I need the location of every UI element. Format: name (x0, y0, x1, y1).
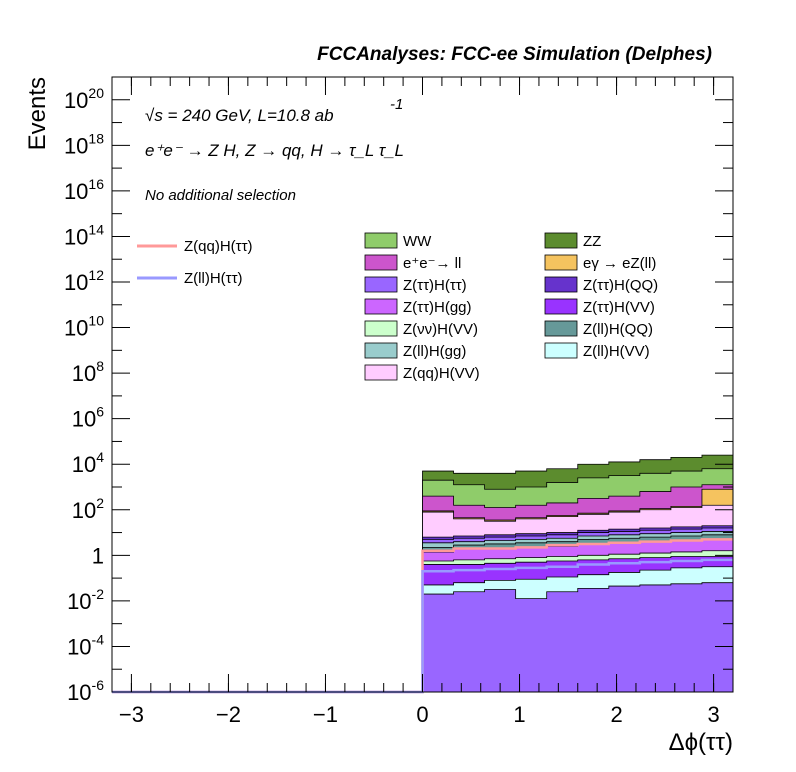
x-tick-label: 2 (610, 702, 622, 727)
y-tick-label: 10-4 (67, 631, 104, 659)
legend-swatch-ww (364, 232, 398, 249)
tick-layer: −3 −2 −1 0 1 2 3 10-6 10-4 10-2 1 102 104 106 108 1010 1… (64, 76, 734, 727)
y-tick-label: 10-2 (67, 586, 104, 614)
y-tick-label: 1012 (64, 267, 104, 295)
legend-label-z-ll-h-vv: Z(ll)H(VV) (583, 343, 650, 360)
selection-annotation: No additional selection (145, 187, 296, 204)
energy-annotation-exponent: -1 (390, 96, 403, 113)
y-tick-label: 1016 (64, 176, 104, 204)
legend-label-z-h: Z(ττ)H(ττ) (403, 277, 467, 294)
signal-line-z-ll-h (112, 558, 733, 694)
legend-swatch-e-e-ll (364, 254, 398, 271)
y-tick-label: 102 (72, 495, 104, 523)
legend-swatch-z-h-qq (544, 276, 578, 293)
chart-title: FCCAnalyses: FCC-ee Simulation (Delphes) (317, 44, 712, 65)
y-tick-label: 1 (92, 543, 104, 568)
process-annotation: e⁺e⁻ → Z H, Z → qq, H → τ_L τ_L (145, 141, 404, 160)
y-tick-label: 10-6 (67, 677, 104, 705)
y-tick-label: 108 (72, 358, 104, 386)
y-tick-label: 1014 (64, 221, 104, 249)
legend-label-zz: ZZ (583, 233, 601, 250)
legend-swatch-z-h-vv (364, 320, 398, 337)
stack-layer (422, 454, 734, 693)
x-tick-label: −2 (216, 702, 241, 727)
x-tick-label: 1 (513, 702, 525, 727)
signal-legend: Z(qq)H(ττ) Z(ll)H(ττ) (137, 238, 253, 287)
legend-swatch-z-h (364, 276, 398, 293)
legend-label-z-qq-h-vv: Z(qq)H(VV) (403, 365, 480, 382)
legend-label-z-h-qq: Z(ττ)H(QQ) (583, 277, 658, 294)
y-tick-label: 1020 (64, 85, 104, 113)
y-tick-label: 104 (72, 449, 104, 477)
legend-label-z-ll-h: Z(ll)H(ττ) (184, 270, 243, 287)
x-tick-label: 3 (707, 702, 719, 727)
legend-label-z-ll-h-gg: Z(ll)H(gg) (403, 343, 466, 360)
legend-swatch-z-ll-h-gg (364, 342, 398, 359)
legend-swatch-z-h-vv (544, 298, 578, 315)
background-legend: WW ZZ e⁺e⁻→ ll eγ → eZ(ll) Z(ττ)H(ττ) Z(ττ)H(… (364, 232, 658, 382)
x-axis-label: Δϕ(ττ) (669, 729, 733, 756)
legend-label-z-h-vv: Z(ττ)H(VV) (583, 299, 655, 316)
signal-line-z-qq-h (112, 538, 733, 694)
y-tick-label: 1010 (64, 313, 104, 341)
legend-label-z-qq-h: Z(qq)H(ττ) (184, 238, 253, 255)
stack-base-region (422, 582, 734, 693)
y-tick-label: 1018 (64, 130, 104, 158)
legend-swatch-zz (544, 232, 578, 249)
legend-swatch-z-h-gg (364, 298, 398, 315)
legend-label-ww: WW (403, 233, 432, 250)
x-tick-label: −3 (119, 702, 144, 727)
legend-swatch-e-ez-ll (544, 254, 578, 271)
legend-label-z-h-vv: Z(νν)H(VV) (403, 321, 478, 338)
legend-swatch-z-ll-h-vv (544, 342, 578, 359)
legend-label-e-ez-ll: eγ → eZ(ll) (583, 255, 656, 272)
energy-annotation: √s = 240 GeV, L=10.8 ab (145, 106, 334, 125)
legend-label-e-e-ll: e⁺e⁻→ ll (403, 255, 461, 272)
y-tick-label: 106 (72, 404, 104, 432)
legend-swatch-z-ll-h-qq (544, 320, 578, 337)
legend-label-z-h-gg: Z(ττ)H(gg) (403, 299, 472, 316)
signal-layer (112, 538, 733, 694)
x-tick-label: −1 (313, 702, 338, 727)
x-tick-label: 0 (416, 702, 428, 727)
legend-swatch-z-qq-h-vv (364, 364, 398, 381)
legend-label-z-ll-h-qq: Z(ll)H(QQ) (583, 321, 653, 338)
y-axis-label: Events (24, 77, 51, 150)
